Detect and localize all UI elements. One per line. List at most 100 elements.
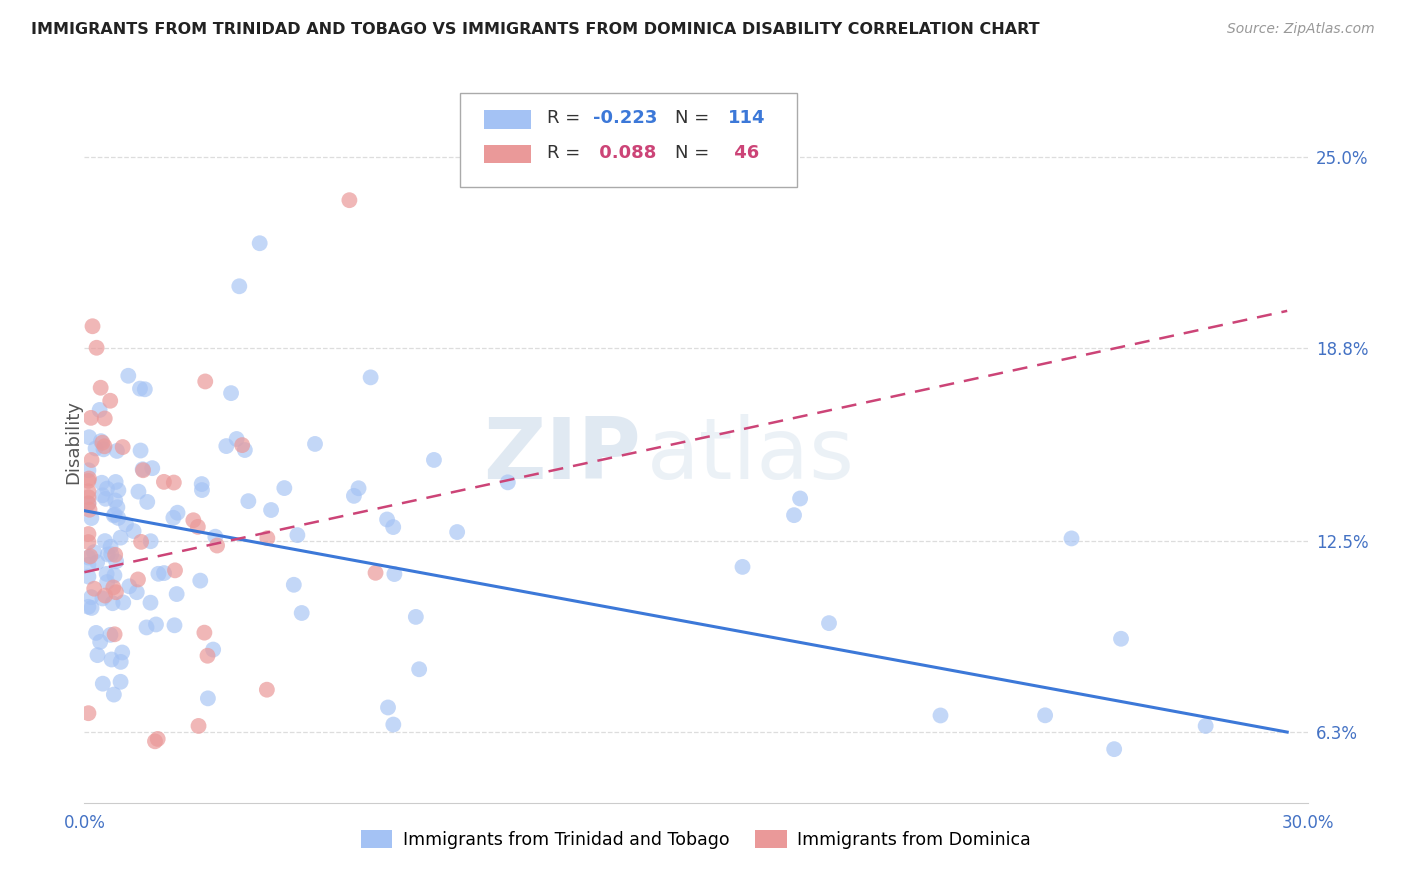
Point bbox=[163, 618, 186, 632]
Point bbox=[77, 558, 100, 572]
Text: IMMIGRANTS FROM TRINIDAD AND TOBAGO VS IMMIGRANTS FROM DOMINICA DISABILITY CORRE: IMMIGRANTS FROM TRINIDAD AND TOBAGO VS I… bbox=[31, 22, 1039, 37]
Point bbox=[107, 511, 129, 525]
Point bbox=[104, 627, 127, 641]
Point bbox=[77, 496, 100, 510]
Point bbox=[103, 508, 125, 523]
Point bbox=[110, 655, 132, 669]
Point bbox=[1033, 708, 1056, 723]
Point bbox=[101, 596, 124, 610]
Point bbox=[91, 488, 114, 502]
Point bbox=[360, 370, 382, 384]
Point bbox=[83, 545, 105, 559]
Point bbox=[83, 582, 105, 596]
Point bbox=[929, 708, 952, 723]
Point bbox=[188, 574, 211, 588]
Point bbox=[364, 566, 387, 580]
Point bbox=[86, 341, 108, 355]
Point bbox=[100, 628, 122, 642]
Point bbox=[731, 560, 754, 574]
Point bbox=[233, 443, 256, 458]
Point bbox=[98, 393, 121, 408]
Point bbox=[115, 517, 138, 532]
Point bbox=[339, 193, 361, 207]
Point bbox=[104, 508, 127, 522]
Point bbox=[375, 512, 398, 526]
Point bbox=[129, 443, 152, 458]
Point bbox=[146, 731, 169, 746]
Point bbox=[145, 617, 167, 632]
Point bbox=[89, 635, 111, 649]
Point bbox=[166, 506, 188, 520]
Point bbox=[287, 528, 309, 542]
Y-axis label: Disability: Disability bbox=[65, 400, 82, 483]
Point bbox=[194, 375, 217, 389]
Point bbox=[91, 676, 114, 690]
Point bbox=[228, 279, 250, 293]
Point bbox=[94, 534, 117, 549]
Point bbox=[91, 591, 114, 606]
Point bbox=[96, 482, 118, 496]
Point bbox=[789, 491, 811, 506]
Point bbox=[100, 540, 122, 554]
Text: 46: 46 bbox=[728, 144, 759, 161]
Point bbox=[77, 484, 100, 499]
Point bbox=[105, 444, 128, 458]
Point bbox=[343, 489, 366, 503]
Point bbox=[197, 691, 219, 706]
Point bbox=[77, 474, 100, 488]
Point bbox=[80, 453, 103, 467]
Point bbox=[86, 648, 108, 662]
Point bbox=[80, 511, 103, 525]
Text: Source: ZipAtlas.com: Source: ZipAtlas.com bbox=[1227, 22, 1375, 37]
Point bbox=[77, 599, 100, 614]
Point bbox=[77, 463, 100, 477]
Point bbox=[139, 534, 162, 549]
FancyBboxPatch shape bbox=[460, 93, 797, 187]
Point bbox=[97, 548, 120, 562]
Point bbox=[104, 585, 127, 599]
Point bbox=[1102, 742, 1125, 756]
Point bbox=[153, 566, 176, 580]
Point bbox=[103, 568, 125, 582]
Point bbox=[77, 430, 100, 444]
Point bbox=[190, 477, 212, 491]
Point bbox=[193, 625, 215, 640]
Point bbox=[104, 475, 127, 489]
Point bbox=[80, 410, 103, 425]
Point bbox=[163, 563, 186, 577]
Text: atlas: atlas bbox=[647, 415, 855, 498]
Point bbox=[1109, 632, 1132, 646]
Point bbox=[256, 682, 278, 697]
Point bbox=[136, 495, 159, 509]
Point bbox=[89, 403, 111, 417]
Point bbox=[204, 530, 226, 544]
Point bbox=[215, 439, 238, 453]
Point bbox=[79, 502, 101, 516]
Point bbox=[84, 442, 107, 456]
Point bbox=[129, 382, 152, 396]
Point bbox=[166, 587, 188, 601]
Point bbox=[135, 620, 157, 634]
Point bbox=[112, 595, 135, 609]
Point bbox=[231, 438, 253, 452]
Point bbox=[110, 531, 132, 545]
Point bbox=[405, 610, 427, 624]
Point bbox=[96, 574, 118, 589]
Point bbox=[1195, 719, 1218, 733]
Point bbox=[1060, 532, 1083, 546]
Point bbox=[105, 554, 128, 568]
Point bbox=[103, 581, 125, 595]
Point bbox=[122, 524, 145, 538]
Point bbox=[256, 531, 278, 545]
FancyBboxPatch shape bbox=[484, 145, 531, 163]
Point bbox=[117, 368, 139, 383]
Point bbox=[191, 483, 214, 497]
Text: ZIP: ZIP bbox=[484, 415, 641, 498]
Text: N =: N = bbox=[675, 109, 716, 127]
Point bbox=[238, 494, 260, 508]
Point bbox=[100, 652, 122, 666]
Point bbox=[93, 439, 115, 453]
Text: -0.223: -0.223 bbox=[593, 109, 658, 127]
Point bbox=[783, 508, 806, 523]
Point bbox=[134, 382, 156, 396]
